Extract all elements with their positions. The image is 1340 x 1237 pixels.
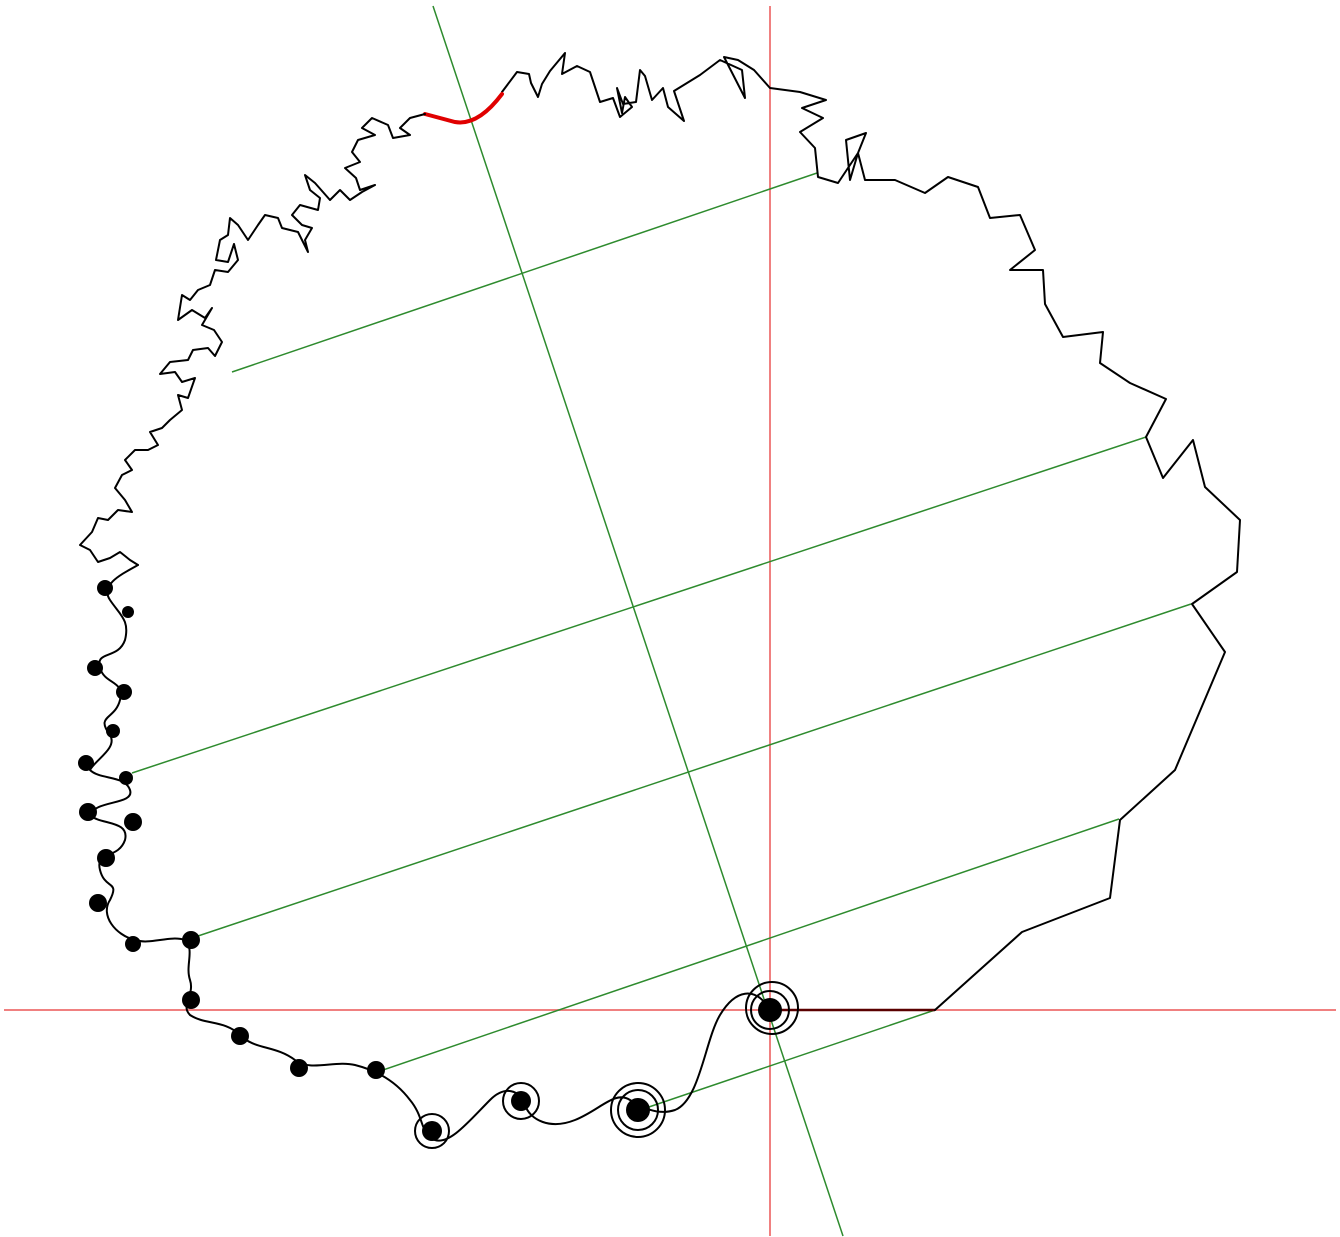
spiral-ring: [414, 1113, 450, 1149]
spiral-dot: [89, 894, 107, 912]
spiral-ring: [610, 1082, 666, 1138]
spiral-centers: [78, 580, 799, 1149]
spiral-center-ring-outer: [745, 981, 799, 1035]
red-arc-segment: [423, 92, 504, 125]
spiral-dot: [124, 813, 142, 831]
curve-right-section: [501, 52, 1241, 1011]
guide-line-1: [231, 172, 818, 373]
spiral-dot: [119, 771, 133, 785]
guide-line-5: [639, 1009, 936, 1111]
spiral-center: [758, 998, 782, 1022]
spiral-dot: [626, 1098, 650, 1122]
spiral-dot: [116, 684, 132, 700]
spiral-dot: [97, 580, 113, 596]
spiral-ring: [617, 1089, 659, 1131]
spiral-dot: [231, 1027, 249, 1045]
spiral-dot: [125, 936, 141, 952]
spiral-dot: [97, 849, 115, 867]
diagonal-guide-line: [432, 5, 844, 1237]
spiral-dot: [79, 803, 97, 821]
guide-line-3: [194, 603, 1192, 938]
spiral-dot: [182, 991, 200, 1009]
spiral-dot: [87, 660, 103, 676]
spiral-dot: [290, 1059, 308, 1077]
spiral-dot: [78, 755, 94, 771]
spiral-ring: [502, 1082, 540, 1120]
spiral-dot: [106, 724, 120, 738]
guide-line-4: [379, 818, 1120, 1072]
spiral-dot: [422, 1121, 442, 1141]
spiral-center-ring: [750, 990, 790, 1030]
guide-line-2: [131, 436, 1147, 774]
spiral-chain-curve: [89, 564, 771, 1142]
spiral-dot: [122, 606, 134, 618]
spiral-dot: [511, 1091, 531, 1111]
curve-upper-left-section: [79, 113, 426, 566]
spiral-dot: [367, 1061, 385, 1079]
spiral-dot: [182, 931, 200, 949]
